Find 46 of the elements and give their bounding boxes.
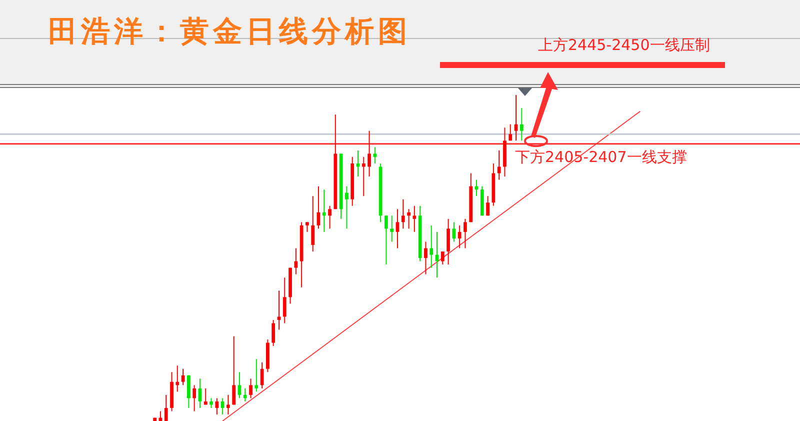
candlestick xyxy=(215,398,219,415)
candlestick xyxy=(497,150,501,180)
candlestick xyxy=(424,241,428,275)
candlestick xyxy=(243,388,247,402)
candlestick xyxy=(204,388,208,406)
candlestick xyxy=(192,384,196,412)
candlestick xyxy=(226,394,230,415)
candlestick xyxy=(176,365,180,392)
candlestick xyxy=(464,218,467,249)
candlestick xyxy=(368,130,371,177)
candlestick xyxy=(412,205,416,232)
candlestick xyxy=(294,248,298,275)
candlestick xyxy=(440,250,444,266)
candlestick xyxy=(407,208,410,230)
chart-title: 田浩洋：黄金日线分析图 xyxy=(48,13,411,50)
candlestick xyxy=(384,215,388,266)
candlestick xyxy=(210,398,213,408)
candlestick xyxy=(362,156,366,197)
candlestick xyxy=(458,224,462,249)
candlestick xyxy=(186,374,190,408)
candlestick xyxy=(238,372,242,399)
candlestick xyxy=(452,222,456,242)
candlestick xyxy=(508,124,512,142)
candlestick xyxy=(164,394,168,421)
candlestick xyxy=(282,277,286,324)
candlestick xyxy=(373,146,377,164)
candlestick xyxy=(277,290,281,330)
candlestick xyxy=(328,205,332,230)
candlestick xyxy=(520,108,524,142)
candlestick xyxy=(311,196,315,252)
candlestick xyxy=(254,358,258,392)
candlestick xyxy=(322,189,326,232)
text: 上方2445-2450一线压制 xyxy=(538,36,710,55)
candlestick xyxy=(446,218,450,266)
candlestick xyxy=(401,198,405,230)
candlestick xyxy=(232,336,236,406)
candlestick xyxy=(396,208,400,249)
candlestick xyxy=(435,231,439,278)
candlestick xyxy=(486,196,490,216)
candlestick xyxy=(249,378,252,399)
candlestick xyxy=(272,319,276,347)
candlestick xyxy=(306,222,309,232)
candlestick xyxy=(345,186,348,230)
candlestick xyxy=(430,224,434,268)
candlestick xyxy=(158,410,162,421)
candlestick xyxy=(390,215,394,242)
